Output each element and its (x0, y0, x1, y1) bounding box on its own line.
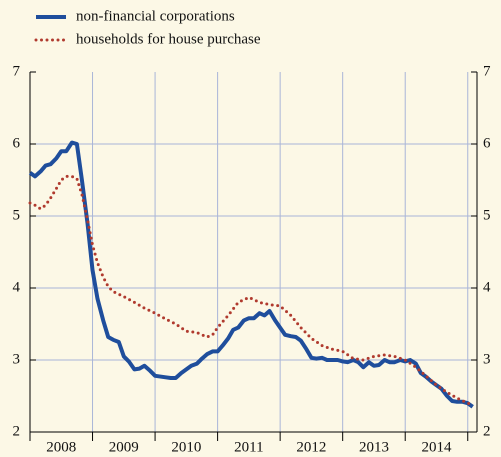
y-tick-label: 2 (13, 423, 21, 439)
y-tick-label: 7 (13, 63, 21, 79)
x-tick-label: 2010 (171, 439, 201, 455)
legend-label: non-financial corporations (76, 8, 235, 24)
y-tick-label: 3 (13, 351, 21, 367)
x-tick-label: 2009 (109, 439, 139, 455)
line-series (28, 174, 475, 407)
x-tick-label: 2008 (46, 439, 76, 455)
y2-tick-label: 5 (483, 207, 491, 223)
x-tick-label: 2013 (359, 439, 389, 455)
x-tick-label: 2011 (234, 439, 263, 455)
y2-tick-label: 4 (483, 279, 491, 295)
y2-tick-label: 2 (483, 423, 491, 439)
x-tick-label: 2014 (421, 439, 452, 455)
y-tick-label: 5 (13, 207, 21, 223)
y-tick-label: 4 (13, 279, 21, 295)
y2-tick-label: 3 (483, 351, 491, 367)
y-tick-label: 6 (13, 135, 21, 151)
y2-tick-label: 6 (483, 135, 491, 151)
y2-tick-label: 7 (483, 63, 491, 79)
line-series (28, 140, 474, 409)
legend-label: households for house purchase (76, 31, 261, 47)
x-tick-label: 2012 (296, 439, 326, 455)
